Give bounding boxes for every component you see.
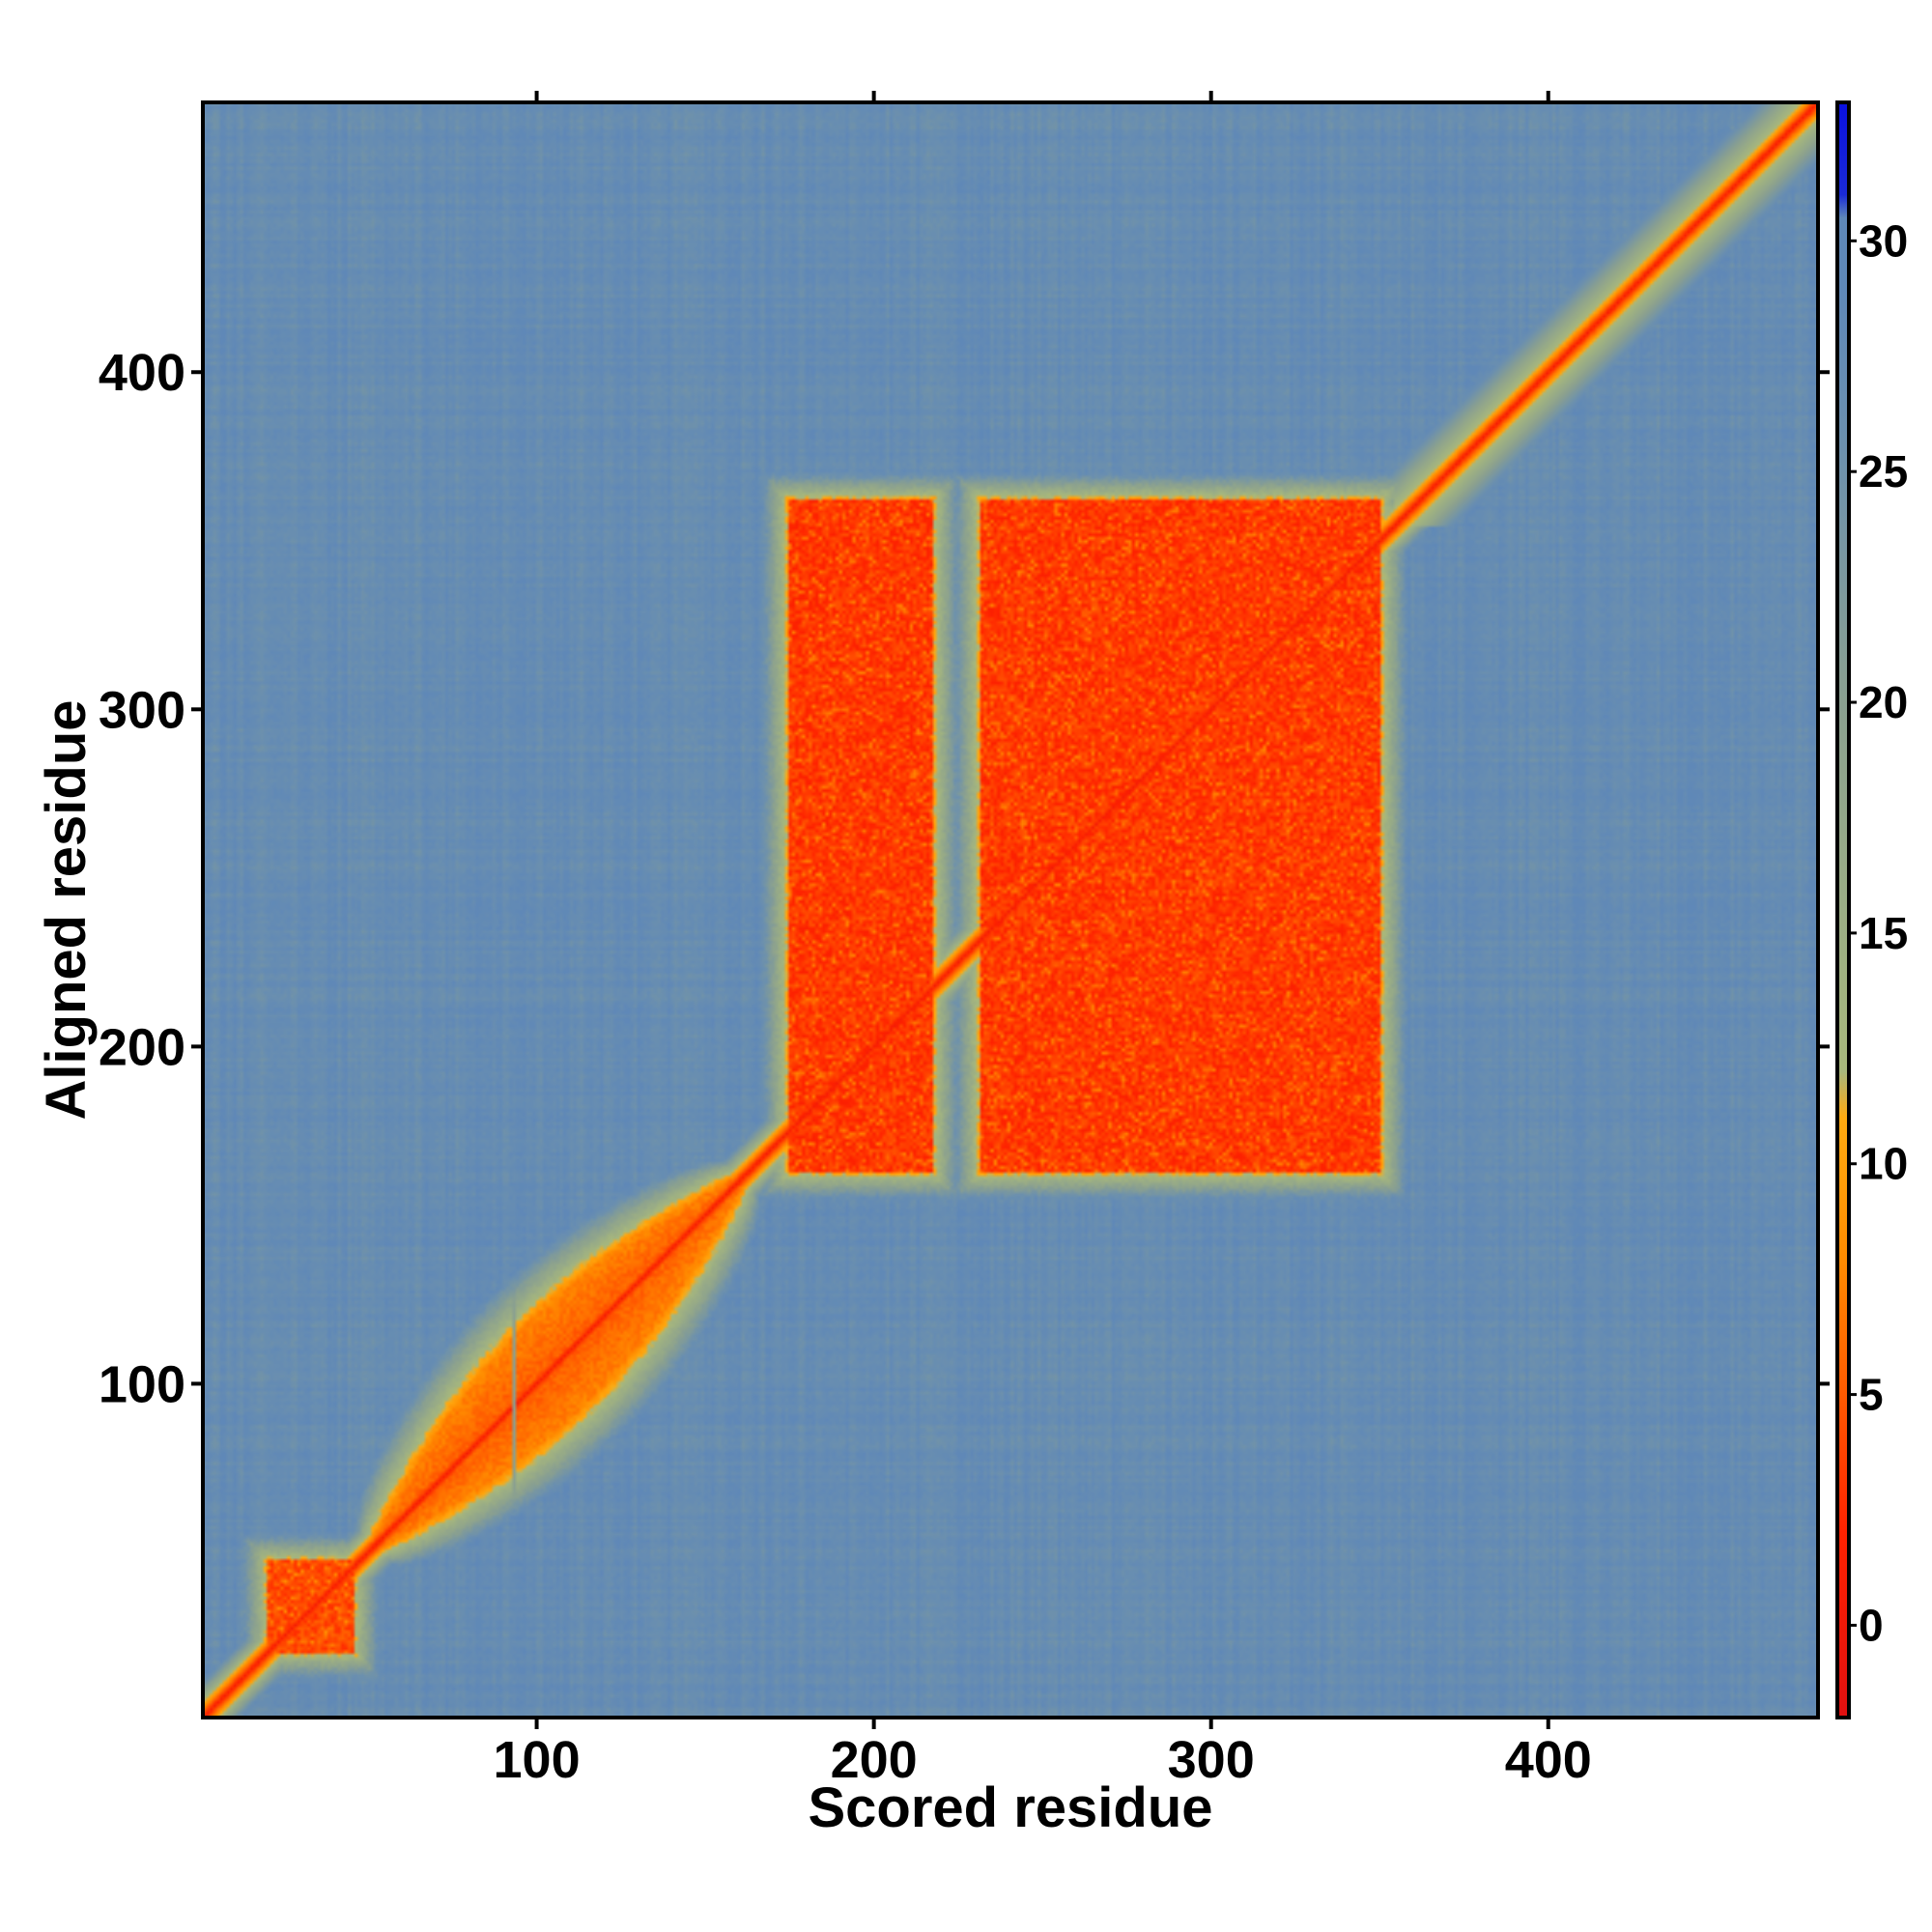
colorbar-tick-label: 30 (1859, 215, 1908, 266)
colorbar-ticks: 0 5 10 15 20 25 30 (1849, 215, 1908, 1650)
x-tick-label: 100 (494, 1731, 581, 1789)
y-tick-label: 300 (99, 681, 185, 739)
heatmap-area (203, 102, 1818, 1718)
colorbar-tick-label: 15 (1859, 908, 1908, 958)
y-tick-label: 100 (99, 1355, 185, 1413)
x-axis: 100 200 300 400 (494, 91, 1592, 1789)
colorbar-tick-label: 0 (1859, 1600, 1884, 1650)
x-tick-label: 300 (1168, 1731, 1255, 1789)
x-tick-label: 200 (831, 1731, 918, 1789)
colorbar-tick-label: 10 (1859, 1139, 1908, 1189)
x-tick-label: 400 (1505, 1731, 1592, 1789)
colorbar-frame (1835, 100, 1851, 1719)
y-tick-label: 400 (99, 344, 185, 402)
colorbar: 0 5 10 15 20 25 30 (1835, 100, 1908, 1719)
y-axis-label: Aligned residue (35, 699, 98, 1120)
colorbar-tick-label: 20 (1859, 677, 1908, 727)
y-tick-label: 200 (99, 1018, 185, 1076)
colorbar-fill (1837, 102, 1849, 1718)
x-axis-label: Scored residue (808, 1776, 1212, 1839)
plot-frame (201, 100, 1820, 1719)
heatmap-image (203, 102, 1818, 1718)
y-axis: 100 200 300 400 (99, 344, 1830, 1413)
colorbar-tick-label: 25 (1859, 446, 1908, 497)
colorbar-tick-label: 5 (1859, 1370, 1884, 1420)
